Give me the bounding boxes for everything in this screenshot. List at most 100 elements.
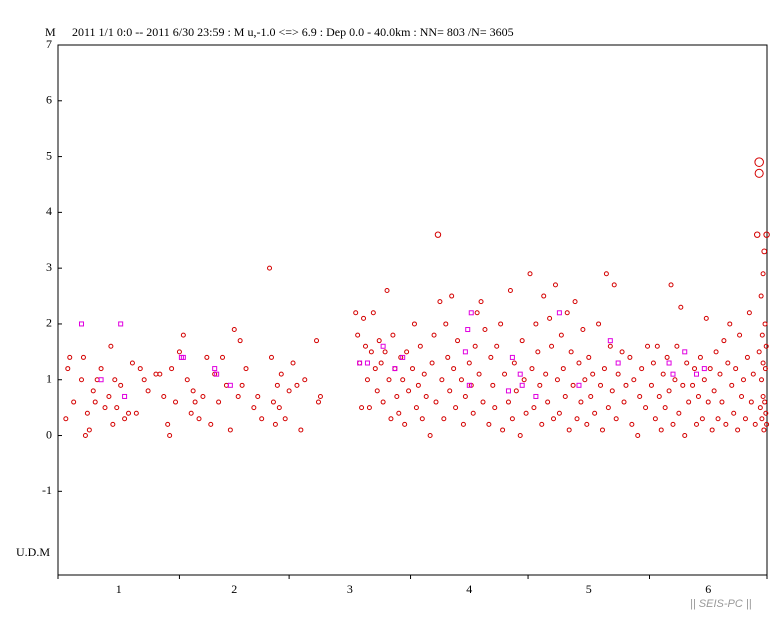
circle-point [79, 377, 85, 383]
circle-point [482, 327, 488, 333]
y-tick-label: 2 [46, 316, 52, 330]
circle-point [500, 427, 506, 433]
square-point [682, 349, 688, 355]
circle-point [697, 354, 703, 360]
circle-point [216, 399, 222, 405]
circle-point [505, 399, 511, 405]
circle-point [184, 377, 190, 383]
circle-point [220, 354, 226, 360]
square-point [466, 382, 472, 388]
circle-point [756, 349, 762, 355]
circle-point [601, 366, 607, 372]
circle-point [754, 157, 764, 167]
circle-point [539, 421, 545, 427]
circle-point [410, 366, 415, 372]
circle-point [161, 393, 167, 399]
circle-point [623, 382, 629, 388]
circle-point [243, 366, 249, 372]
circle-point [472, 343, 478, 349]
circle-point [761, 248, 768, 255]
circle-point [406, 388, 412, 394]
circle-point [400, 377, 406, 383]
circle-point [251, 405, 257, 411]
circle-point [519, 338, 525, 344]
circle-point [502, 371, 508, 377]
square-point [576, 382, 582, 388]
circle-point [690, 382, 696, 388]
square-point [118, 321, 124, 327]
circle-point [190, 388, 196, 394]
circle-point [380, 399, 386, 405]
circle-point [599, 427, 605, 433]
square-point [509, 354, 515, 360]
y-tick-label: 1 [46, 371, 52, 385]
circle-point [635, 433, 641, 439]
circle-point [488, 354, 494, 360]
circle-point [65, 366, 71, 372]
y-tick-label: 6 [46, 93, 52, 107]
circle-point [374, 388, 380, 394]
circle-point [733, 366, 739, 372]
circle-point [541, 293, 547, 299]
circle-point [98, 366, 104, 372]
circle-point [627, 354, 633, 360]
circle-point [643, 405, 649, 411]
circle-point [282, 416, 288, 422]
circle-point [490, 382, 496, 388]
square-point [670, 371, 676, 377]
circle-point [709, 427, 715, 433]
circle-point [315, 399, 321, 405]
circle-point [742, 416, 748, 422]
square-point [122, 393, 128, 399]
circle-point [421, 371, 427, 377]
circle-point [126, 410, 132, 416]
circle-point [760, 271, 766, 277]
circle-point [108, 343, 114, 349]
circle-point [535, 349, 541, 355]
month-label: 5 [586, 582, 592, 596]
square-point [400, 354, 406, 360]
circle-point [455, 338, 461, 344]
circle-point [693, 421, 699, 427]
square-point [227, 382, 233, 388]
square-point [462, 349, 468, 355]
circle-point [521, 377, 527, 383]
circle-point [715, 416, 721, 422]
circle-point [645, 343, 651, 349]
circle-point [650, 360, 656, 366]
circle-point [611, 282, 617, 288]
circle-point [674, 343, 680, 349]
y-tick-label: 7 [46, 37, 52, 51]
circle-point [368, 349, 374, 355]
circle-point [621, 399, 627, 405]
circle-point [556, 410, 562, 416]
circle-point [294, 382, 300, 388]
circle-point [596, 321, 602, 327]
square-point [533, 393, 539, 399]
square-point [212, 366, 218, 372]
month-label: 3 [347, 582, 353, 596]
circle-point [613, 416, 619, 422]
circle-point [460, 421, 466, 427]
circle-point [729, 382, 735, 388]
circle-point [133, 410, 139, 416]
circle-point [355, 332, 361, 338]
circle-point [762, 321, 768, 327]
circle-point [443, 321, 449, 327]
circle-point [739, 393, 745, 399]
circle-point [423, 393, 429, 399]
circle-point [568, 349, 574, 355]
circle-point [609, 388, 615, 394]
circle-point [549, 343, 555, 349]
circle-point [662, 405, 668, 411]
circle-point [676, 410, 682, 416]
circle-point [759, 332, 765, 338]
circle-point [204, 354, 210, 360]
circle-point [237, 338, 243, 344]
circle-point [560, 366, 566, 372]
circle-point [362, 343, 368, 349]
circle-point [259, 416, 265, 422]
circle-point [290, 360, 296, 366]
circle-point [748, 399, 754, 405]
